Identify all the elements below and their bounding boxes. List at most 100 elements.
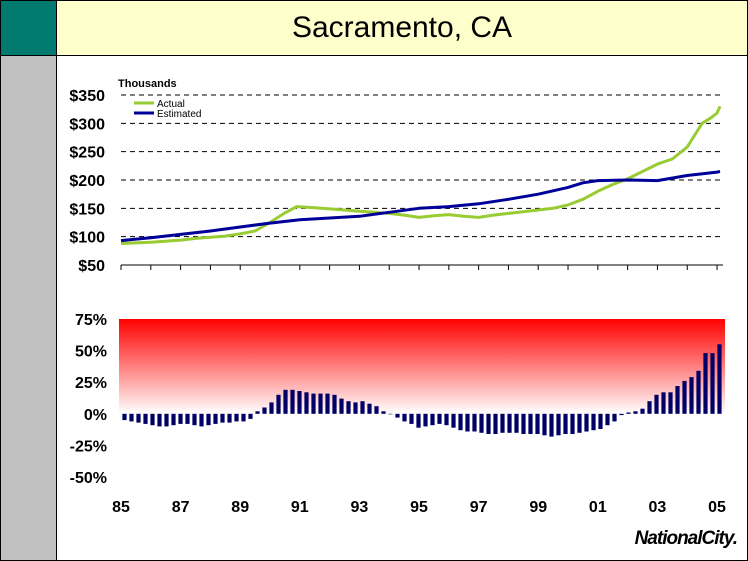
bar	[255, 411, 260, 414]
y-tick-label: $100	[69, 230, 105, 247]
y-tick-label: $250	[69, 145, 105, 162]
bar	[717, 344, 722, 414]
y-tick-label: $200	[69, 173, 105, 190]
bar	[703, 353, 708, 414]
y-tick-label: $150	[69, 201, 105, 218]
bar	[388, 413, 393, 415]
y-tick-label: $50	[78, 258, 105, 275]
bar	[129, 413, 134, 422]
series-line-actual	[120, 105, 722, 245]
x-tick-label: 85	[112, 499, 130, 516]
bar	[430, 413, 435, 426]
x-tick-label: 93	[351, 499, 369, 516]
bar	[507, 413, 512, 433]
legend-label: Actual	[157, 99, 185, 110]
bar	[395, 413, 400, 418]
bar	[528, 413, 533, 434]
bar	[535, 413, 540, 434]
bar-chart: -50% -25% 0% 25% 50% 75% 85 87 89 91 93 95 97 99 01 03 0…	[70, 312, 726, 516]
series-line-estimated	[120, 170, 721, 243]
bar	[304, 392, 309, 414]
x-tick-label: 99	[529, 499, 547, 516]
bar	[241, 413, 246, 422]
bar	[612, 413, 617, 422]
units-label: Thousands	[118, 78, 177, 90]
y-tick-label: 0%	[84, 407, 107, 424]
bar	[437, 413, 442, 424]
bar	[402, 413, 407, 422]
bar	[339, 398, 344, 414]
y-tick-label: -25%	[70, 438, 107, 455]
x-tick-label: 01	[589, 499, 607, 516]
bar	[570, 413, 575, 434]
bar	[192, 413, 197, 426]
bar	[227, 413, 232, 423]
bar	[710, 353, 715, 414]
y-tick-label: 50%	[75, 344, 107, 361]
bar	[479, 413, 484, 433]
x-tick-label: 89	[231, 499, 249, 516]
bar	[185, 413, 190, 424]
y-tick-label: $300	[69, 116, 105, 133]
bar	[591, 413, 596, 431]
bar	[318, 393, 323, 414]
bar	[521, 413, 526, 434]
bar	[353, 402, 358, 414]
bar	[213, 413, 218, 424]
bar	[374, 406, 379, 414]
bar	[157, 413, 162, 427]
bar	[262, 407, 267, 414]
bar	[486, 413, 491, 434]
bar	[556, 413, 561, 436]
legend-label: Estimated	[157, 109, 201, 120]
bar	[360, 401, 365, 414]
bar	[689, 377, 694, 414]
bar	[626, 412, 631, 414]
bar	[164, 413, 169, 427]
x-tick-label: 05	[708, 499, 726, 516]
bar	[367, 403, 372, 414]
bar	[458, 413, 463, 431]
bar	[416, 413, 421, 428]
bar	[577, 413, 582, 433]
bar	[297, 391, 302, 414]
bar	[647, 401, 652, 414]
bar	[199, 413, 204, 427]
left-sidebar	[1, 56, 57, 560]
x-tick-label: 95	[410, 499, 428, 516]
bar	[465, 413, 470, 432]
bar	[451, 413, 456, 428]
bar	[283, 389, 288, 414]
x-tick-label: 97	[470, 499, 488, 516]
bar	[346, 401, 351, 414]
bar	[444, 413, 449, 426]
bar	[409, 413, 414, 424]
bar	[640, 408, 645, 414]
bar	[633, 411, 638, 414]
bar	[682, 380, 687, 414]
bar	[423, 413, 428, 427]
bar	[549, 413, 554, 437]
x-tick-label: 03	[649, 499, 667, 516]
bar	[325, 393, 330, 414]
bar	[381, 411, 386, 414]
corner-block	[1, 1, 57, 56]
bar	[675, 386, 680, 414]
national-city-logo: NationalCity.	[634, 528, 738, 549]
bar	[150, 413, 155, 426]
bar	[332, 394, 337, 414]
bar	[542, 413, 547, 436]
valuation-band	[119, 319, 725, 414]
x-tick-label: 87	[172, 499, 190, 516]
y-tick-label: 75%	[75, 312, 107, 329]
bar	[514, 413, 519, 433]
bar	[311, 393, 316, 414]
bar	[276, 394, 281, 414]
bar	[143, 413, 148, 424]
bar	[171, 413, 176, 426]
bar	[605, 413, 610, 426]
y-tick-label: -50%	[70, 470, 107, 487]
title-bar: Sacramento, CA	[57, 1, 747, 56]
